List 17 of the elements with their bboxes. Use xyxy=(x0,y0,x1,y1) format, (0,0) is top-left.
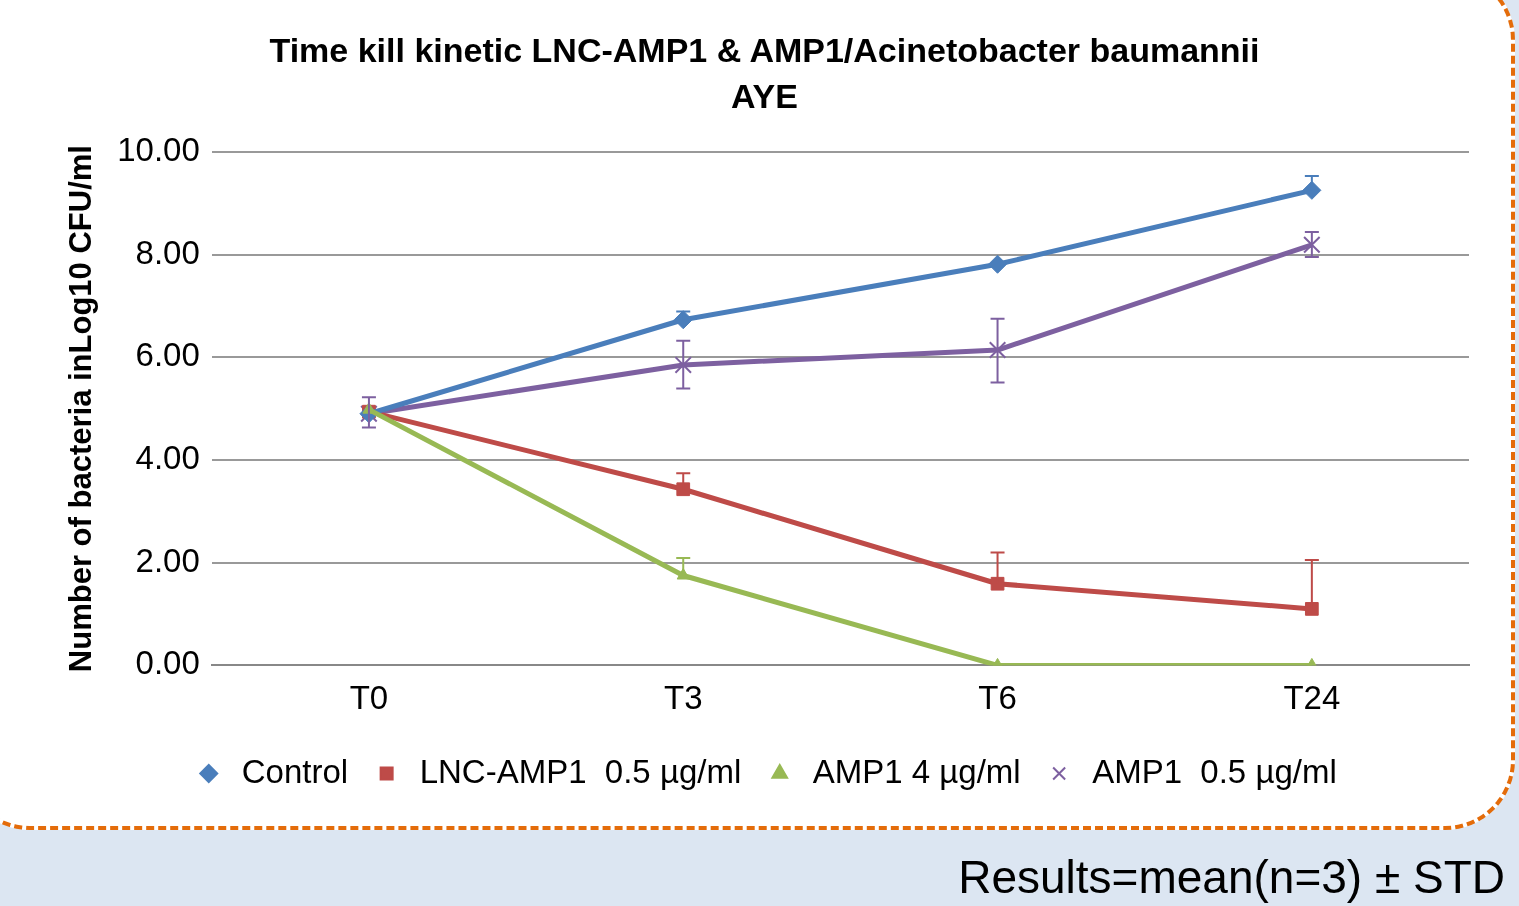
y-axis-title: Number of bacteria inLog10 CFU/ml xyxy=(63,145,99,673)
chart-title: Time kill kinetic LNC-AMP1 & AMP1/Acinetobacter baumannii AYE xyxy=(269,31,1260,116)
text: Results=mean(n=3) ± STD xyxy=(958,850,1505,904)
y-tick-label: 6.00 xyxy=(135,336,200,374)
legend-label: AMP1 4 µg/ml xyxy=(812,752,1021,790)
y-tick-label: 10.00 xyxy=(117,130,200,168)
y-tick-label: 4.00 xyxy=(135,439,200,477)
y-tick-label: 2.00 xyxy=(135,541,200,579)
legend-label: Control xyxy=(241,752,349,790)
y-tick-label: 8.00 xyxy=(135,233,200,271)
x-tick-label: T24 xyxy=(1283,679,1341,717)
legend-label: LNC-AMP1 0.5 µg/ml xyxy=(419,752,742,790)
x-tick-label: T0 xyxy=(349,679,389,717)
x-tick-label: T3 xyxy=(663,679,703,717)
legend-label: AMP1 0.5 µg/ml xyxy=(1092,752,1337,790)
x-tick-label: T6 xyxy=(978,679,1017,717)
y-tick-label: 0.00 xyxy=(135,644,200,682)
